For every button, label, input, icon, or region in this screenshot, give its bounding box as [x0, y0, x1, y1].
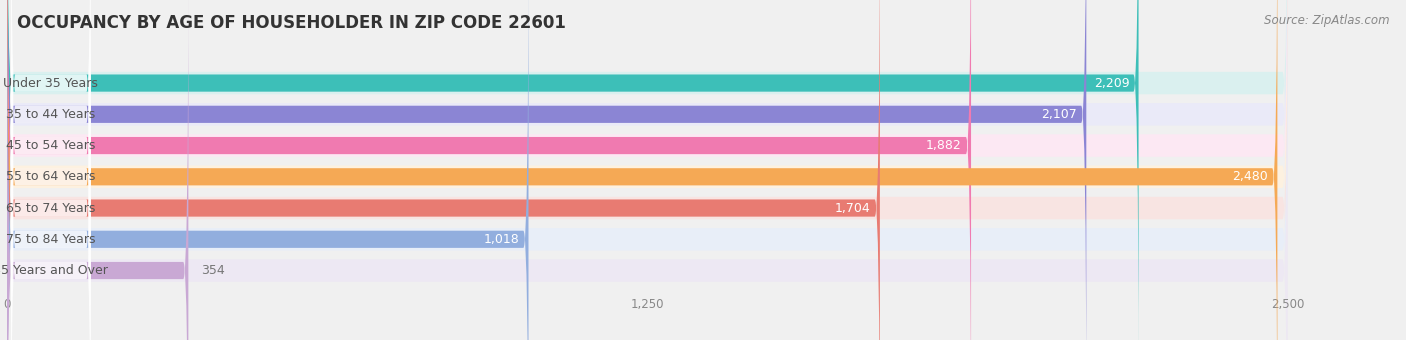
- FancyBboxPatch shape: [7, 0, 1087, 340]
- Text: 2,480: 2,480: [1233, 170, 1268, 183]
- FancyBboxPatch shape: [7, 0, 1288, 340]
- FancyBboxPatch shape: [7, 0, 529, 340]
- FancyBboxPatch shape: [7, 0, 188, 340]
- Text: 55 to 64 Years: 55 to 64 Years: [6, 170, 96, 183]
- Text: 75 to 84 Years: 75 to 84 Years: [6, 233, 96, 246]
- FancyBboxPatch shape: [11, 0, 90, 324]
- Text: 1,018: 1,018: [484, 233, 519, 246]
- FancyBboxPatch shape: [11, 0, 90, 340]
- FancyBboxPatch shape: [7, 0, 1288, 340]
- FancyBboxPatch shape: [7, 0, 1139, 340]
- FancyBboxPatch shape: [7, 0, 972, 340]
- Text: Source: ZipAtlas.com: Source: ZipAtlas.com: [1264, 14, 1389, 27]
- Text: 2,209: 2,209: [1094, 76, 1129, 89]
- FancyBboxPatch shape: [7, 0, 1288, 340]
- Text: Under 35 Years: Under 35 Years: [3, 76, 98, 89]
- FancyBboxPatch shape: [7, 0, 1288, 340]
- FancyBboxPatch shape: [11, 0, 90, 340]
- FancyBboxPatch shape: [7, 0, 1288, 340]
- FancyBboxPatch shape: [11, 29, 90, 340]
- FancyBboxPatch shape: [7, 0, 1288, 340]
- FancyBboxPatch shape: [11, 0, 90, 340]
- FancyBboxPatch shape: [11, 0, 90, 340]
- FancyBboxPatch shape: [11, 0, 90, 340]
- Text: 1,882: 1,882: [927, 139, 962, 152]
- Text: 65 to 74 Years: 65 to 74 Years: [6, 202, 96, 215]
- Text: 35 to 44 Years: 35 to 44 Years: [6, 108, 96, 121]
- FancyBboxPatch shape: [7, 0, 880, 340]
- Text: 1,704: 1,704: [835, 202, 870, 215]
- Text: 45 to 54 Years: 45 to 54 Years: [6, 139, 96, 152]
- FancyBboxPatch shape: [7, 0, 1278, 340]
- Text: 85 Years and Over: 85 Years and Over: [0, 264, 108, 277]
- Text: 354: 354: [201, 264, 225, 277]
- Text: 2,107: 2,107: [1042, 108, 1077, 121]
- Text: OCCUPANCY BY AGE OF HOUSEHOLDER IN ZIP CODE 22601: OCCUPANCY BY AGE OF HOUSEHOLDER IN ZIP C…: [17, 14, 565, 32]
- FancyBboxPatch shape: [7, 0, 1288, 340]
